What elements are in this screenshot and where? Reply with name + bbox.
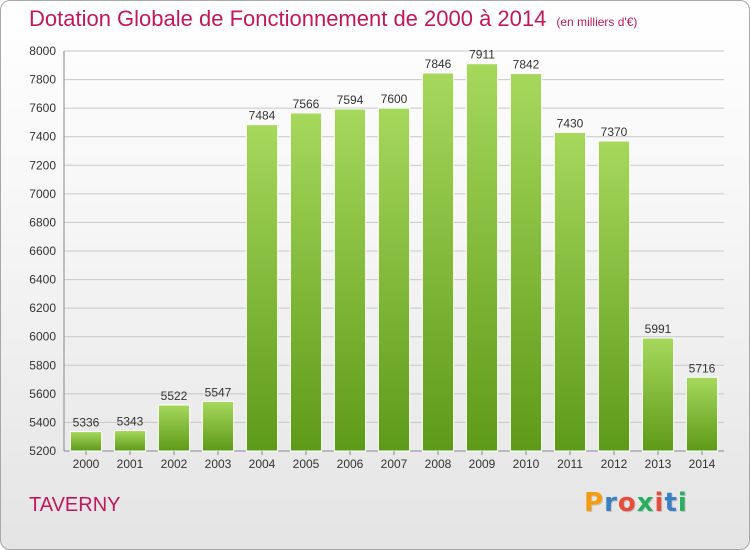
data-label-2008: 7846 xyxy=(425,57,452,71)
x-tick-label: 2001 xyxy=(117,457,144,471)
data-label-2011: 7430 xyxy=(557,116,584,130)
bar-2005 xyxy=(289,112,323,452)
bar-2010 xyxy=(509,73,543,452)
x-tick-label: 2002 xyxy=(161,457,188,471)
y-tick-label: 8000 xyxy=(29,44,56,58)
town-name: TAVERNY xyxy=(29,494,121,516)
logo-letter: t xyxy=(664,488,678,518)
bar-2008 xyxy=(421,72,455,452)
y-tick-label: 6800 xyxy=(29,215,56,229)
proxiti-logo: Proxiti xyxy=(584,488,688,518)
chart-subtitle: (en milliers d'€) xyxy=(556,15,638,29)
logo-letter: i xyxy=(677,488,688,518)
logo-letter: o xyxy=(617,488,637,518)
x-tick-label: 2008 xyxy=(425,457,452,471)
x-tick-label: 2011 xyxy=(557,457,583,471)
x-tick-label: 2004 xyxy=(249,457,276,471)
data-label-2003: 5547 xyxy=(205,385,232,399)
x-tick-label: 2009 xyxy=(469,457,496,471)
bar-2006 xyxy=(333,108,367,452)
data-label-2005: 7566 xyxy=(293,97,320,111)
y-tick-label: 5200 xyxy=(29,444,56,458)
bar-2009 xyxy=(465,63,499,452)
bar-2004 xyxy=(245,124,279,452)
x-tick-label: 2012 xyxy=(601,457,628,471)
y-tick-label: 6200 xyxy=(29,301,56,315)
y-tick-label: 5400 xyxy=(29,415,56,429)
y-tick-label: 5600 xyxy=(29,387,56,401)
data-label-2013: 5991 xyxy=(645,322,672,336)
bar-2007 xyxy=(377,107,411,452)
x-tick-label: 2005 xyxy=(293,457,320,471)
x-tick-label: 2006 xyxy=(337,457,364,471)
x-tick-label: 2000 xyxy=(73,457,100,471)
logo-letter: i xyxy=(654,488,665,518)
bar-2014 xyxy=(685,376,719,452)
y-tick-label: 7800 xyxy=(29,73,56,87)
x-tick-label: 2013 xyxy=(645,457,672,471)
data-label-2009: 7911 xyxy=(469,48,495,62)
x-tick-label: 2007 xyxy=(381,457,408,471)
y-tick-label: 7600 xyxy=(29,101,56,115)
data-label-2002: 5522 xyxy=(161,389,188,403)
data-label-2007: 7600 xyxy=(381,92,408,106)
bar-2000 xyxy=(69,431,103,452)
x-tick-label: 2010 xyxy=(513,457,540,471)
bar-2011 xyxy=(553,131,587,452)
logo-letter: x xyxy=(636,488,655,518)
y-tick-label: 6600 xyxy=(29,244,56,258)
y-tick-label: 7400 xyxy=(29,130,56,144)
logo-letter: r xyxy=(604,488,618,518)
data-label-2014: 5716 xyxy=(689,361,716,375)
chart-title-block: Dotation Globale de Fonctionnement de 20… xyxy=(29,6,637,32)
bar-2001 xyxy=(113,430,147,452)
y-tick-label: 6000 xyxy=(29,330,56,344)
y-tick-label: 5800 xyxy=(29,358,56,372)
x-tick-label: 2003 xyxy=(205,457,232,471)
data-label-2010: 7842 xyxy=(513,58,540,72)
bar-2012 xyxy=(597,140,631,452)
y-tick-label: 6400 xyxy=(29,273,56,287)
x-tick-label: 2014 xyxy=(689,457,716,471)
data-label-2004: 7484 xyxy=(249,109,276,123)
bar-2013 xyxy=(641,337,675,452)
chart-title: Dotation Globale de Fonctionnement de 20… xyxy=(29,6,547,31)
data-label-2006: 7594 xyxy=(337,93,364,107)
y-tick-label: 7000 xyxy=(29,187,56,201)
logo-letter: P xyxy=(584,488,605,518)
data-label-2012: 7370 xyxy=(601,125,628,139)
bar-2002 xyxy=(157,404,191,452)
data-label-2000: 5336 xyxy=(73,416,100,430)
bar-2003 xyxy=(201,400,235,452)
y-tick-label: 7200 xyxy=(29,158,56,172)
data-label-2001: 5343 xyxy=(117,415,144,429)
